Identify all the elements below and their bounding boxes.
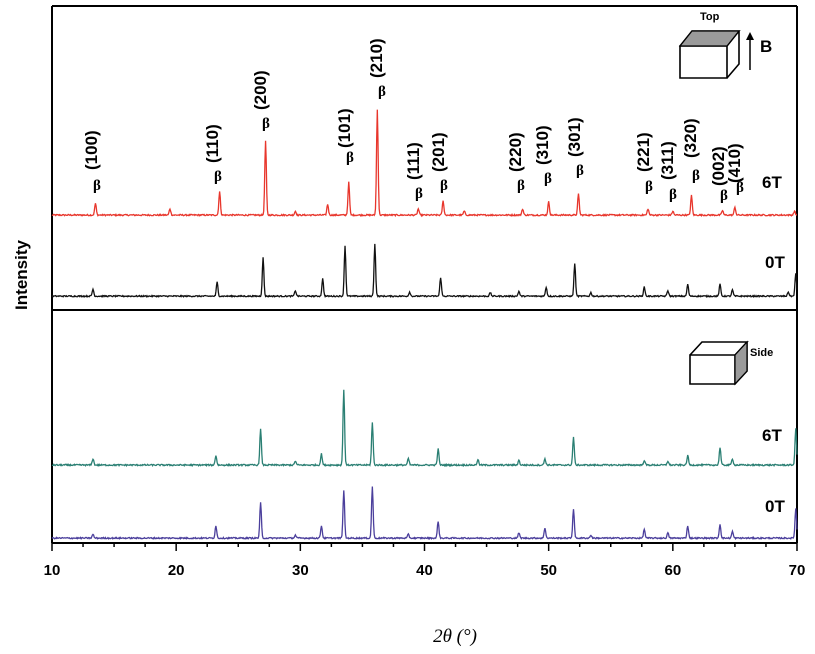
peak-label: (311) — [658, 141, 677, 180]
x-tick-label: 40 — [416, 562, 433, 579]
x-axis-ticks — [51, 543, 798, 551]
phase-marker: β — [346, 150, 354, 166]
peak-label: (221) — [634, 132, 653, 172]
series-line-bottom-0T — [51, 486, 798, 541]
phase-marker: β — [720, 188, 728, 204]
peak-label: (101) — [335, 108, 354, 148]
x-axis-label: 2θ (°) — [433, 626, 477, 647]
peak-annotations: (100) β (110) β (200) β (101) β (210) β (111) β (201… — [82, 38, 744, 204]
bottom-panel — [51, 310, 798, 543]
series-line-top-6T — [51, 109, 798, 218]
field-arrow-head — [746, 32, 754, 40]
series-line-bottom-6T — [51, 389, 798, 468]
peak-label: (111) — [404, 142, 423, 180]
peak-label: (100) — [82, 130, 101, 170]
top-orientation-inset: Top B — [678, 11, 772, 79]
phase-marker: β — [736, 180, 744, 196]
phase-marker: β — [576, 163, 584, 179]
phase-marker: β — [517, 178, 525, 194]
phase-marker: β — [669, 187, 677, 203]
side-inset-label: Side — [750, 347, 773, 359]
phase-marker: β — [544, 171, 552, 187]
diffraction-traces — [51, 109, 798, 541]
side-cube-face — [734, 340, 748, 386]
series-labels: 6T 0T 6T 0T — [762, 173, 785, 516]
x-tick-label: 20 — [168, 562, 185, 579]
side-orientation-inset: Side — [689, 340, 773, 386]
peak-label: (200) — [251, 70, 270, 110]
phase-marker: β — [440, 178, 448, 194]
bottom-panel-frame — [51, 310, 798, 543]
x-tick-label: 70 — [789, 562, 806, 579]
peak-label: (201) — [429, 132, 448, 172]
series-label: 0T — [765, 253, 785, 272]
peak-label: (210) — [367, 38, 386, 78]
top-panel-frame — [51, 5, 798, 310]
phase-marker: β — [692, 168, 700, 184]
peak-label: (320) — [681, 118, 700, 158]
peak-label: (220) — [506, 132, 525, 172]
x-tick-label: 50 — [540, 562, 557, 579]
series-label: 6T — [762, 426, 782, 445]
x-tick-label: 10 — [44, 562, 61, 579]
y-axis-label: Intensity — [12, 240, 31, 310]
phase-marker: β — [378, 84, 386, 100]
top-cube-face — [678, 30, 741, 47]
field-label: B — [760, 37, 772, 56]
series-label: 6T — [762, 173, 782, 192]
phase-marker: β — [262, 116, 270, 132]
x-tick-label: 30 — [292, 562, 309, 579]
phase-marker: β — [415, 186, 423, 202]
peak-label: (002) — [709, 146, 728, 186]
peak-label: (301) — [565, 117, 584, 157]
phase-marker: β — [645, 179, 653, 195]
x-tick-label: 60 — [664, 562, 681, 579]
x-axis-tick-labels: 10 20 30 40 50 60 70 — [44, 562, 806, 579]
series-line-top-0T — [51, 243, 798, 299]
peak-label: (110) — [203, 124, 222, 163]
phase-marker: β — [93, 178, 101, 194]
series-label: 0T — [765, 497, 785, 516]
peak-label: (410) — [725, 143, 744, 183]
phase-marker: β — [214, 169, 222, 185]
peak-label: (310) — [533, 125, 552, 165]
top-panel — [51, 5, 798, 310]
top-inset-label: Top — [700, 11, 720, 23]
